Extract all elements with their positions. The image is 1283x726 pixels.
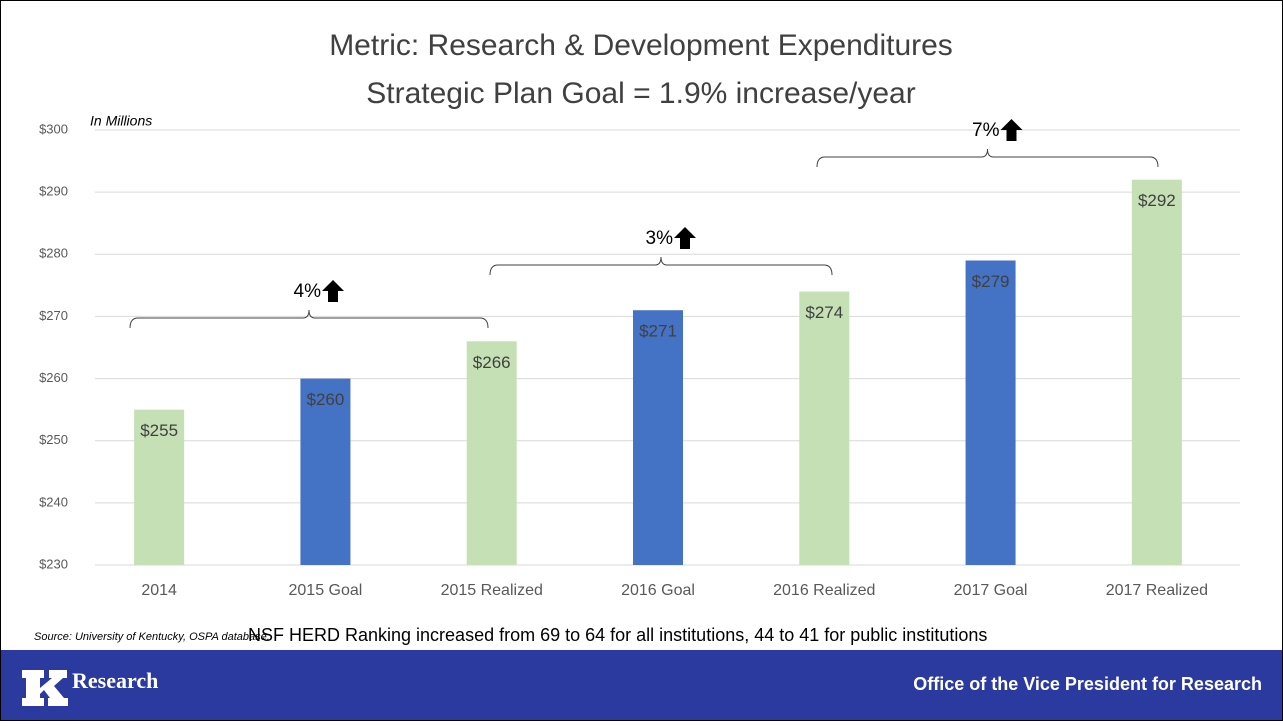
bracket [489, 256, 833, 276]
logo-mark [22, 670, 68, 706]
chart-subtitle: Strategic Plan Goal = 1.9% increase/year [366, 77, 915, 110]
value-label: $255 [140, 421, 178, 440]
y-tick-label: $290 [39, 184, 68, 199]
source-note: Source: University of Kentucky, OSPA dat… [34, 631, 270, 643]
bar [466, 341, 517, 565]
uk-logo: Research [22, 668, 158, 706]
up-arrow-icon [674, 227, 696, 249]
x-tick-label: 2016 Goal [621, 582, 695, 599]
value-label: $266 [473, 353, 511, 372]
y-tick-label: $280 [39, 246, 68, 261]
bracket [129, 309, 489, 329]
annotation-label: 4% [294, 281, 322, 302]
x-tick-label: 2015 Realized [441, 582, 543, 599]
value-label: $292 [1138, 191, 1176, 210]
y-tick-label: $300 [39, 121, 68, 136]
y-tick-label: $240 [39, 494, 68, 509]
footer-office: Office of the Vice President for Researc… [913, 674, 1262, 694]
bar [134, 409, 185, 565]
value-label: $271 [639, 322, 677, 341]
x-tick-label: 2017 Goal [954, 582, 1028, 599]
up-arrow-icon [1000, 119, 1023, 141]
value-label: $260 [307, 390, 345, 409]
bar [300, 378, 351, 565]
y-axis-label: In Millions [90, 113, 152, 129]
y-tick-label: $230 [39, 556, 68, 571]
bar [965, 260, 1016, 565]
x-tick-label: 2015 Goal [289, 582, 363, 599]
value-label: $274 [805, 303, 843, 322]
bar [1131, 179, 1182, 565]
bracket [816, 148, 1159, 168]
value-label: $279 [972, 272, 1010, 291]
x-tick-label: 2014 [141, 582, 177, 599]
annotation-label: 7% [972, 120, 1000, 141]
chart-title: Metric: Research & Development Expenditu… [329, 29, 953, 62]
bar [799, 291, 850, 565]
ranking-note: NSF HERD Ranking increased from 69 to 64… [248, 625, 987, 645]
bar [633, 310, 683, 565]
y-tick-label: $260 [39, 370, 68, 385]
up-arrow-icon [322, 280, 344, 302]
annotation-label: 3% [646, 228, 674, 249]
x-tick-label: 2016 Realized [773, 582, 875, 599]
logo-text: Research [72, 668, 158, 693]
y-tick-label: $250 [39, 432, 68, 447]
y-tick-label: $270 [39, 308, 68, 323]
footer-bar [1, 650, 1282, 720]
x-tick-label: 2017 Realized [1106, 582, 1208, 599]
